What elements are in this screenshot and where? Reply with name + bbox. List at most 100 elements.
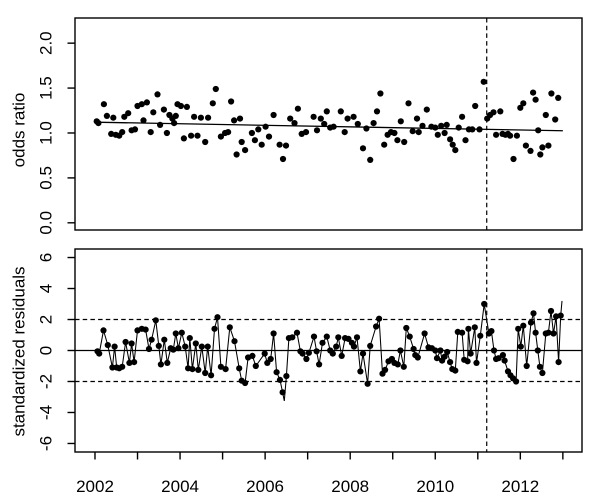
- data-point: [160, 106, 167, 113]
- y-axis-title: odds ratio: [10, 93, 29, 168]
- data-point: [231, 338, 238, 345]
- data-point: [177, 102, 184, 110]
- data-point: [228, 98, 235, 105]
- data-point: [415, 129, 422, 136]
- data-point: [447, 359, 454, 366]
- data-point: [252, 362, 259, 370]
- x-tick-label: 2002: [76, 477, 114, 496]
- data-point: [499, 352, 506, 359]
- data-point: [555, 359, 562, 366]
- data-point: [341, 129, 348, 136]
- y-tick-label: 2: [37, 315, 56, 324]
- data-point: [238, 138, 245, 146]
- data-point: [310, 333, 318, 340]
- data-point: [217, 363, 224, 370]
- data-point: [121, 113, 128, 120]
- data-point: [376, 315, 383, 322]
- data-point: [373, 108, 381, 115]
- data-point: [488, 328, 495, 335]
- data-point: [434, 131, 441, 138]
- data-point: [517, 343, 524, 350]
- data-point: [459, 113, 466, 120]
- data-point: [350, 343, 358, 350]
- data-point: [109, 364, 116, 371]
- data-point: [495, 355, 502, 362]
- data-point: [367, 342, 374, 349]
- data-point: [303, 355, 310, 363]
- data-point: [472, 102, 479, 110]
- data-point: [305, 349, 312, 356]
- data-point: [194, 132, 201, 139]
- data-point: [410, 345, 417, 353]
- data-point: [204, 343, 211, 350]
- data-point: [262, 123, 269, 130]
- data-point: [258, 141, 265, 148]
- data-point: [236, 115, 244, 122]
- residuals-panel: -6 -4 -2 0 2 4 6 standardized residuals: [10, 248, 583, 453]
- data-point: [164, 359, 171, 366]
- data-point: [321, 120, 328, 128]
- data-point: [471, 324, 478, 331]
- data-point: [152, 317, 159, 324]
- data-point: [96, 350, 103, 357]
- data-point: [447, 136, 454, 143]
- y-tick-label: -2: [37, 374, 56, 389]
- data-point: [363, 125, 370, 132]
- data-point: [523, 362, 530, 370]
- data-point: [537, 151, 544, 158]
- data-point: [293, 329, 301, 336]
- data-point: [443, 121, 450, 128]
- data-point: [189, 366, 196, 373]
- data-point: [547, 307, 555, 315]
- data-point: [464, 358, 471, 365]
- data-point: [530, 89, 537, 96]
- data-point: [377, 90, 384, 97]
- data-point: [188, 132, 195, 139]
- data-point: [202, 138, 209, 146]
- x-tick-label: 2012: [501, 477, 539, 496]
- data-point: [397, 347, 404, 354]
- data-point: [555, 94, 562, 101]
- data-point: [197, 114, 204, 121]
- data-point: [400, 363, 407, 370]
- data-point: [333, 343, 340, 350]
- data-point: [490, 109, 497, 116]
- data-point: [191, 113, 198, 120]
- data-point: [261, 350, 268, 357]
- data-point: [212, 85, 219, 93]
- data-point: [465, 325, 472, 332]
- data-point: [183, 103, 190, 110]
- data-point: [462, 137, 469, 144]
- data-point: [367, 156, 374, 163]
- data-point: [517, 104, 524, 111]
- data-point: [391, 129, 398, 137]
- data-point: [490, 347, 498, 354]
- data-point: [373, 323, 380, 330]
- data-point: [553, 313, 560, 320]
- data-point: [279, 155, 287, 163]
- data-point: [444, 348, 451, 356]
- data-point: [413, 115, 421, 122]
- data-point: [323, 333, 330, 340]
- data-point: [143, 99, 150, 106]
- data-point: [527, 147, 534, 154]
- data-point: [452, 367, 459, 374]
- data-point: [287, 115, 294, 122]
- data-point: [344, 115, 351, 122]
- data-point: [222, 366, 229, 373]
- data-point: [394, 361, 401, 368]
- data-point: [276, 141, 283, 148]
- data-point: [469, 126, 476, 133]
- data-point: [217, 133, 224, 140]
- data-point: [236, 365, 243, 372]
- data-point: [441, 353, 448, 360]
- y-tick-label: 2.0: [37, 31, 56, 55]
- data-point: [131, 359, 138, 366]
- odds-ratio-panel: 0.0 0.5 1.0 1.5 2.0 odds ratio: [10, 17, 583, 235]
- data-point: [171, 120, 178, 127]
- data-point: [403, 324, 410, 332]
- data-point: [337, 108, 344, 115]
- data-point: [182, 343, 189, 350]
- data-point: [539, 144, 546, 151]
